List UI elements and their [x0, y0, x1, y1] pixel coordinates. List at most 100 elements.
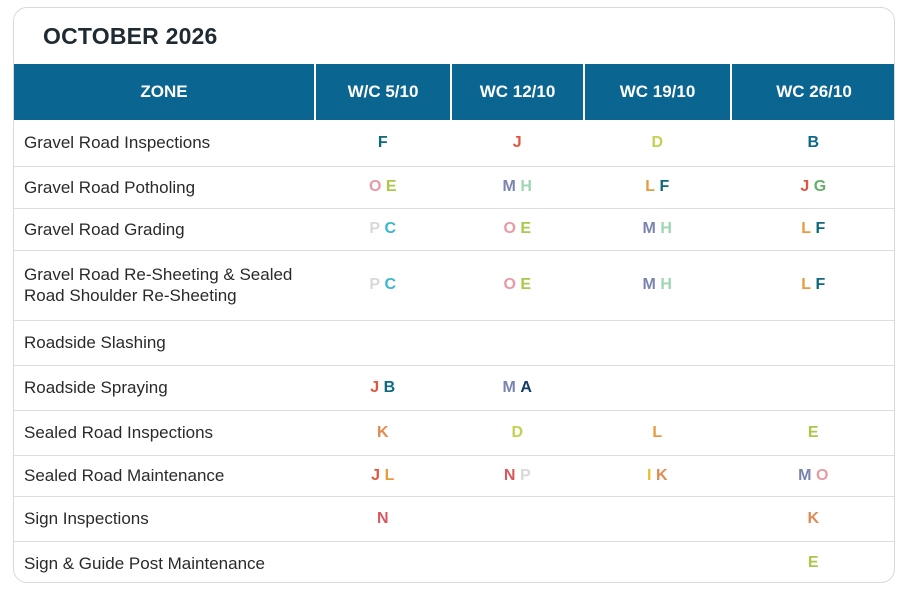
- column-header-week-4: WC 26/10: [731, 64, 894, 120]
- table-row: Gravel Road Grading P C O E M H L F: [14, 208, 894, 251]
- zone-code: E: [807, 554, 820, 572]
- zone-cell: [731, 320, 894, 366]
- zone-code: L: [645, 178, 656, 195]
- zone-cell: [451, 320, 584, 366]
- zone-cell: D: [584, 120, 731, 167]
- zone-cell: K: [731, 496, 894, 542]
- task-name: Roadside Slashing: [14, 320, 315, 366]
- zone-code: M: [502, 178, 517, 195]
- zone-code: N: [376, 509, 390, 527]
- zone-cell: [584, 541, 731, 582]
- zone-code: H: [660, 276, 673, 293]
- zone-code: O: [368, 178, 382, 195]
- column-header-week-1: W/C 5/10: [315, 64, 452, 120]
- table-row: Gravel Road Potholing O E M H L F J G: [14, 166, 894, 209]
- zone-code: O: [503, 220, 517, 237]
- zone-cell: F: [315, 120, 451, 167]
- task-name: Sealed Road Maintenance: [14, 455, 315, 497]
- table-row: Sealed Road Maintenance J L N P I K M O: [14, 455, 894, 497]
- zone-cell: E: [731, 410, 894, 456]
- zone-cell: J: [451, 120, 584, 167]
- zone-code: F: [377, 133, 389, 151]
- page-title: OCTOBER 2026: [43, 23, 218, 49]
- task-name: Gravel Road Re-Sheeting & Sealed Road Sh…: [14, 250, 315, 321]
- table-row: Roadside Spraying J B M A: [14, 365, 894, 411]
- zone-code: L: [652, 423, 663, 441]
- zone-code: J: [512, 133, 523, 151]
- zone-code: P: [369, 220, 381, 237]
- zone-code: H: [520, 178, 533, 195]
- zone-code: M: [642, 276, 657, 293]
- zone-cell: [584, 320, 731, 366]
- column-header-week-3: WC 19/10: [584, 64, 732, 120]
- zone-cell: E: [731, 541, 894, 582]
- zone-code: J: [371, 466, 381, 484]
- zone-cell: D: [451, 410, 584, 456]
- zone-code: I: [646, 466, 652, 484]
- zone-code: C: [384, 276, 397, 293]
- table-row: Gravel Road Re-Sheeting & Sealed Road Sh…: [14, 250, 894, 321]
- zone-code: H: [660, 220, 673, 237]
- zone-code: M: [502, 378, 517, 396]
- zone-code: K: [655, 466, 668, 484]
- zone-code: D: [511, 423, 524, 441]
- zone-code: K: [807, 509, 820, 527]
- zone-code: G: [813, 178, 827, 195]
- zone-code: L: [801, 220, 812, 237]
- zone-cell: [731, 365, 894, 411]
- zone-cell: L: [584, 410, 731, 456]
- column-header-zone: ZONE: [14, 64, 316, 120]
- zone-code: F: [659, 178, 670, 195]
- zone-code: A: [520, 378, 533, 396]
- zone-cell: B: [731, 120, 894, 167]
- task-name: Gravel Road Inspections: [14, 120, 315, 167]
- zone-cell: [451, 541, 584, 582]
- table-row: Sealed Road Inspections K D L E: [14, 410, 894, 456]
- zone-code: J: [800, 178, 810, 195]
- zone-code: E: [807, 423, 820, 441]
- zone-cell: [584, 365, 731, 411]
- zone-code: F: [815, 276, 826, 293]
- zone-code: D: [651, 133, 664, 151]
- zone-code: P: [519, 466, 532, 484]
- zone-code: B: [383, 378, 396, 396]
- zone-code: M: [798, 466, 812, 484]
- zone-code: B: [807, 133, 820, 151]
- task-name: Sealed Road Inspections: [14, 410, 315, 456]
- schedule-card: OCTOBER 2026 ZONE W/C 5/10 WC 12/10 WC 1…: [13, 7, 895, 583]
- zone-code: K: [376, 423, 390, 441]
- zone-code: J: [370, 378, 380, 396]
- schedule-table: ZONE W/C 5/10 WC 12/10 WC 19/10 WC 26/10…: [14, 64, 894, 582]
- zone-code: C: [384, 220, 397, 237]
- table-row: Sign Inspections N K: [14, 496, 894, 542]
- header-row: ZONE W/C 5/10 WC 12/10 WC 19/10 WC 26/10: [14, 64, 894, 120]
- zone-cell: [584, 496, 731, 542]
- task-name: Gravel Road Grading: [14, 208, 315, 251]
- zone-cell: [315, 320, 451, 366]
- table-body: Gravel Road Inspections F J D B Gravel Road P…: [14, 120, 894, 582]
- table-row: Roadside Slashing: [14, 320, 894, 366]
- zone-code: E: [520, 220, 532, 237]
- zone-cell: [451, 496, 584, 542]
- zone-code: L: [384, 466, 395, 484]
- zone-cell: K: [315, 410, 451, 456]
- zone-code: E: [385, 178, 398, 195]
- zone-cell: [315, 541, 451, 582]
- task-name: Gravel Road Potholing: [14, 166, 315, 209]
- zone-code: F: [815, 220, 826, 237]
